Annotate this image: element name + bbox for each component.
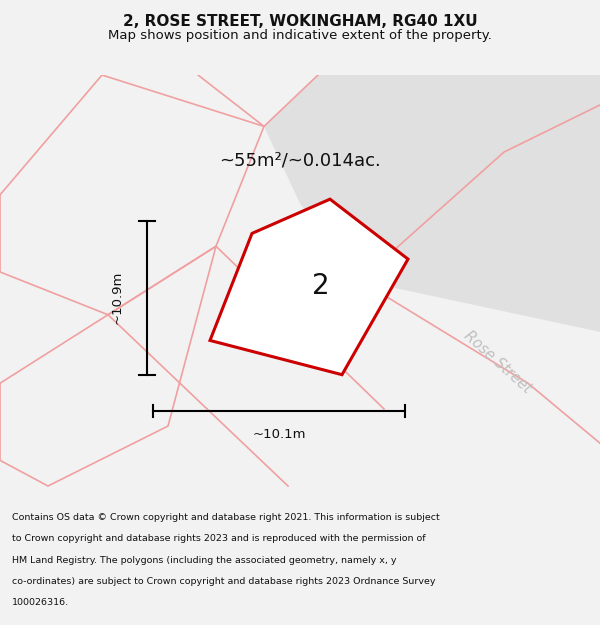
Polygon shape: [210, 199, 408, 374]
Text: ~10.9m: ~10.9m: [110, 271, 124, 324]
Text: Map shows position and indicative extent of the property.: Map shows position and indicative extent…: [108, 29, 492, 42]
Text: 100026316.: 100026316.: [12, 598, 69, 608]
Text: co-ordinates) are subject to Crown copyright and database rights 2023 Ordnance S: co-ordinates) are subject to Crown copyr…: [12, 577, 436, 586]
Text: HM Land Registry. The polygons (including the associated geometry, namely x, y: HM Land Registry. The polygons (includin…: [12, 556, 397, 564]
Text: ~55m²/~0.014ac.: ~55m²/~0.014ac.: [219, 152, 381, 169]
Text: to Crown copyright and database rights 2023 and is reproduced with the permissio: to Crown copyright and database rights 2…: [12, 534, 425, 543]
Text: Contains OS data © Crown copyright and database right 2021. This information is : Contains OS data © Crown copyright and d…: [12, 513, 440, 522]
Text: ~10.1m: ~10.1m: [252, 428, 306, 441]
Polygon shape: [264, 75, 600, 332]
Text: Rose Street: Rose Street: [461, 328, 535, 396]
Text: 2: 2: [311, 272, 329, 299]
Text: 2, ROSE STREET, WOKINGHAM, RG40 1XU: 2, ROSE STREET, WOKINGHAM, RG40 1XU: [122, 14, 478, 29]
